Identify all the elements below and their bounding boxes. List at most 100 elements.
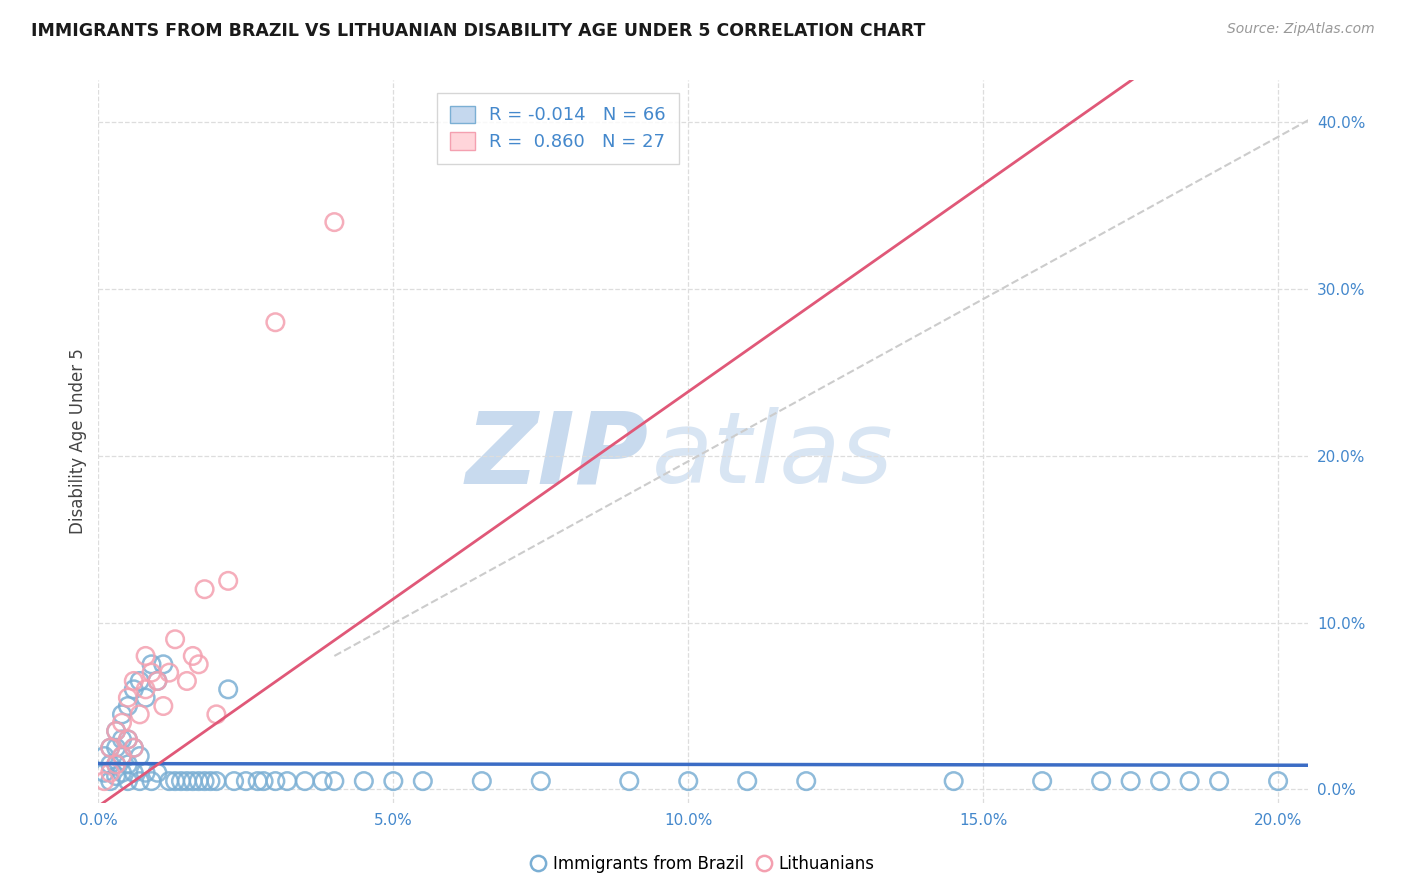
Point bbox=[678, 774, 700, 789]
Point bbox=[1119, 774, 1142, 789]
Point bbox=[471, 774, 494, 789]
Point bbox=[141, 774, 163, 789]
Point bbox=[111, 707, 134, 722]
Point bbox=[122, 682, 145, 697]
Point bbox=[165, 774, 187, 789]
Point bbox=[117, 690, 139, 705]
Point bbox=[98, 740, 121, 755]
Point bbox=[135, 690, 157, 705]
Point bbox=[1090, 774, 1112, 789]
Point bbox=[128, 707, 150, 722]
Point bbox=[128, 774, 150, 789]
Point bbox=[323, 215, 346, 229]
Point bbox=[294, 774, 316, 789]
Point bbox=[222, 774, 245, 789]
Point bbox=[135, 648, 157, 663]
Point bbox=[794, 774, 817, 789]
Point bbox=[122, 740, 145, 755]
Point bbox=[128, 673, 150, 688]
Text: atlas: atlas bbox=[652, 408, 894, 505]
Point bbox=[735, 774, 758, 789]
Point bbox=[157, 774, 180, 789]
Point bbox=[117, 699, 139, 714]
Point bbox=[353, 774, 375, 789]
Point bbox=[187, 774, 209, 789]
Point bbox=[98, 757, 121, 772]
Point bbox=[176, 774, 198, 789]
Point bbox=[412, 774, 434, 789]
Point bbox=[530, 774, 553, 789]
Point bbox=[93, 765, 115, 780]
Point bbox=[105, 724, 128, 739]
Point bbox=[117, 732, 139, 747]
Point bbox=[194, 582, 217, 597]
Point bbox=[111, 732, 134, 747]
Point bbox=[276, 774, 298, 789]
Point bbox=[176, 673, 198, 688]
Point bbox=[105, 757, 128, 772]
Point bbox=[146, 673, 169, 688]
Point bbox=[181, 774, 204, 789]
Point bbox=[122, 673, 145, 688]
Point bbox=[311, 774, 333, 789]
Point bbox=[246, 774, 269, 789]
Point bbox=[165, 632, 187, 647]
Point bbox=[111, 749, 134, 764]
Point bbox=[135, 682, 157, 697]
Point bbox=[105, 724, 128, 739]
Point bbox=[1208, 774, 1230, 789]
Point bbox=[117, 774, 139, 789]
Point bbox=[117, 757, 139, 772]
Point bbox=[323, 774, 346, 789]
Point bbox=[181, 648, 204, 663]
Text: IMMIGRANTS FROM BRAZIL VS LITHUANIAN DISABILITY AGE UNDER 5 CORRELATION CHART: IMMIGRANTS FROM BRAZIL VS LITHUANIAN DIS… bbox=[31, 22, 925, 40]
Point bbox=[141, 657, 163, 672]
Point bbox=[111, 765, 134, 780]
Point bbox=[111, 749, 134, 764]
Legend: R = -0.014   N = 66, R =  0.860   N = 27: R = -0.014 N = 66, R = 0.860 N = 27 bbox=[437, 93, 679, 164]
Point bbox=[200, 774, 222, 789]
Point bbox=[98, 740, 121, 755]
Point bbox=[1178, 774, 1201, 789]
Point bbox=[152, 657, 174, 672]
Point bbox=[235, 774, 257, 789]
Point bbox=[122, 740, 145, 755]
Point bbox=[105, 740, 128, 755]
Point bbox=[1031, 774, 1053, 789]
Point bbox=[135, 765, 157, 780]
Point bbox=[194, 774, 217, 789]
Point bbox=[942, 774, 965, 789]
Point bbox=[264, 315, 287, 329]
Point bbox=[93, 749, 115, 764]
Text: ZIP: ZIP bbox=[465, 408, 648, 505]
Point bbox=[122, 765, 145, 780]
Point bbox=[146, 765, 169, 780]
Text: Source: ZipAtlas.com: Source: ZipAtlas.com bbox=[1227, 22, 1375, 37]
Point bbox=[93, 774, 115, 789]
Point bbox=[146, 673, 169, 688]
Point bbox=[152, 699, 174, 714]
Point bbox=[98, 765, 121, 780]
Point bbox=[105, 769, 128, 783]
Point bbox=[128, 749, 150, 764]
Point bbox=[187, 657, 209, 672]
Point bbox=[1149, 774, 1171, 789]
Point bbox=[264, 774, 287, 789]
Legend: Immigrants from Brazil, Lithuanians: Immigrants from Brazil, Lithuanians bbox=[524, 848, 882, 880]
Point bbox=[141, 665, 163, 680]
Point bbox=[205, 774, 228, 789]
Point bbox=[252, 774, 274, 789]
Point bbox=[117, 732, 139, 747]
Point bbox=[382, 774, 405, 789]
Point bbox=[98, 774, 121, 789]
Point bbox=[105, 757, 128, 772]
Point bbox=[170, 774, 193, 789]
Y-axis label: Disability Age Under 5: Disability Age Under 5 bbox=[69, 349, 87, 534]
Point bbox=[619, 774, 641, 789]
Point bbox=[217, 574, 239, 588]
Point bbox=[111, 715, 134, 730]
Point bbox=[157, 665, 180, 680]
Point bbox=[205, 707, 228, 722]
Point bbox=[1267, 774, 1289, 789]
Point bbox=[217, 682, 239, 697]
